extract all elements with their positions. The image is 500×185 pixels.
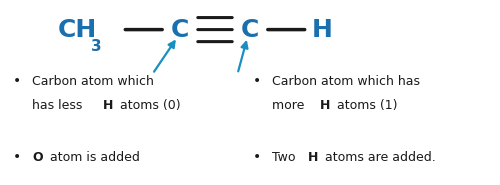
Text: Carbon atom which: Carbon atom which [32, 75, 154, 88]
Text: •: • [12, 150, 21, 164]
Text: atom is added: atom is added [46, 151, 140, 164]
Text: H: H [312, 18, 333, 42]
Text: atoms (1): atoms (1) [333, 99, 398, 112]
Text: H: H [308, 151, 318, 164]
Text: C: C [171, 18, 189, 42]
Text: more: more [272, 99, 309, 112]
Text: •: • [252, 150, 261, 164]
Text: C: C [241, 18, 259, 42]
Text: •: • [12, 74, 21, 88]
Text: •: • [252, 74, 261, 88]
Text: Two: Two [272, 151, 300, 164]
Text: H: H [102, 99, 113, 112]
Text: Carbon atom which has: Carbon atom which has [272, 75, 420, 88]
Text: atoms are added.: atoms are added. [322, 151, 436, 164]
Text: has less: has less [32, 99, 87, 112]
Text: O: O [32, 151, 43, 164]
Text: atoms (0): atoms (0) [116, 99, 180, 112]
Text: CH: CH [58, 18, 97, 42]
Text: H: H [320, 99, 330, 112]
Text: 3: 3 [91, 39, 102, 54]
